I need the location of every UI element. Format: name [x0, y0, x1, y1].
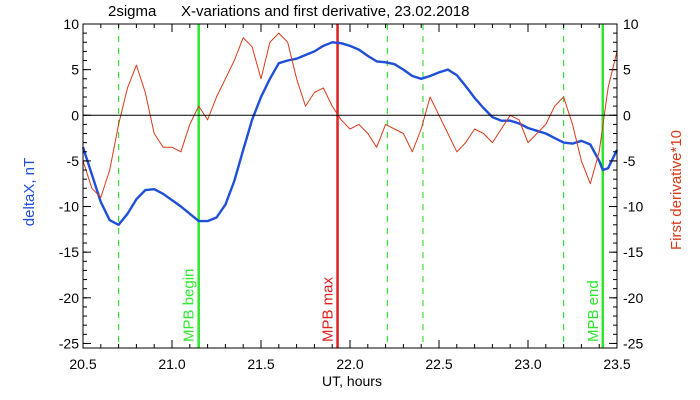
y-tick-label-right: 5	[623, 62, 631, 78]
plot-frame	[82, 23, 618, 349]
y-tick-label-left: -15	[59, 244, 79, 260]
x-tick-label: 23.5	[603, 356, 630, 372]
series-line-left	[81, 41, 619, 227]
y-tick-label-right: -15	[623, 244, 643, 260]
y-tick-label-right: -10	[623, 199, 643, 215]
series-line-right	[82, 32, 618, 198]
marker-label-1: MPB max	[320, 276, 337, 342]
corner-label: 2sigma	[108, 3, 157, 20]
x-tick-label: 22.0	[336, 356, 363, 372]
y-ticks: 10 10 5 5 0 0 -5 -5 -10 -10 -15 -15 -20 -20 -25 -25	[59, 16, 644, 351]
series-lines	[81, 32, 619, 227]
y-tick-label-left: -5	[67, 153, 80, 169]
y-tick-label-left: 10	[63, 16, 79, 32]
y-tick-label-left: 5	[71, 62, 79, 78]
y-tick-label-right: -20	[623, 290, 643, 306]
x-ticks: 20.5 21.0 21.5 22.0 22.5 23.0 23.5	[69, 24, 631, 372]
x-axis-label: UT, hours	[322, 373, 382, 389]
x-tick-label: 20.5	[69, 356, 96, 372]
y-tick-label-right: -25	[623, 335, 643, 351]
y-tick-label-left: -10	[59, 199, 79, 215]
y-tick-label-right: 0	[623, 107, 631, 123]
chart-title: X-variations and first derivative, 23.02…	[181, 3, 470, 20]
x-tick-label: 22.5	[425, 356, 452, 372]
y-tick-label-right: 10	[623, 16, 639, 32]
x-tick-label: 21.5	[247, 356, 274, 372]
marker-label-0: MPB begin	[181, 269, 198, 342]
y-tick-label-left: -20	[59, 290, 79, 306]
marker-label-2: MPB end	[585, 280, 602, 342]
y-axis-label-left: deltaX, nT	[21, 158, 38, 226]
x-tick-label: 21.0	[158, 356, 185, 372]
y-tick-label-left: -25	[59, 335, 79, 351]
y-axis-label-right: First derivative*10	[668, 130, 685, 250]
x-tick-label: 23.0	[514, 356, 541, 372]
marker-labels: MPB begin MPB max MPB end	[181, 269, 602, 342]
y-tick-label-left: 0	[71, 107, 79, 123]
y-tick-label-right: -5	[623, 153, 636, 169]
